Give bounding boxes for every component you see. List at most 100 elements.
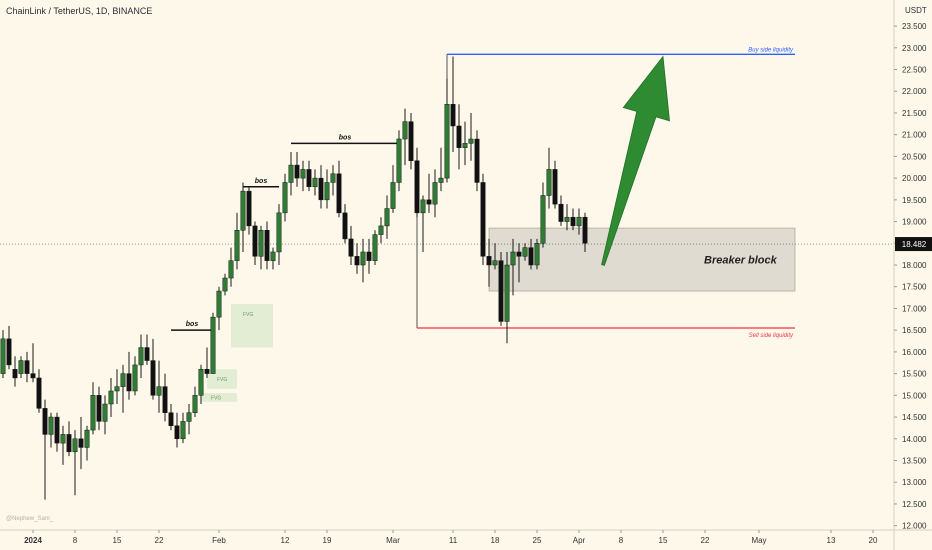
y-tick-label: 23.500: [902, 22, 927, 31]
x-tick-label: Feb: [212, 536, 226, 545]
author-watermark: @Nephew_Sam_: [6, 516, 54, 522]
breaker-block-zone: [488, 227, 796, 292]
candle-up: [462, 143, 468, 148]
candle-down: [528, 247, 534, 266]
candle-up: [288, 164, 294, 183]
candle-up: [312, 177, 318, 188]
fvg-label: FVG: [243, 312, 253, 318]
candle-down: [348, 238, 354, 257]
candle-up: [282, 182, 288, 214]
y-tick-label: 16.500: [902, 326, 927, 335]
sell-side-liquidity-label: Sell side liquidity: [749, 333, 794, 339]
candle-up: [192, 395, 198, 413]
candle-up: [276, 212, 282, 253]
candle-down: [570, 216, 576, 227]
candle-down: [450, 104, 456, 127]
y-tick-label: 23.000: [902, 44, 927, 53]
candle-down: [12, 369, 18, 379]
candle-up: [270, 251, 276, 261]
x-tick-label: 22: [701, 536, 710, 545]
candle-up: [372, 234, 378, 261]
candle-down: [354, 256, 360, 266]
candle-down: [264, 229, 270, 261]
candle-up: [222, 277, 228, 292]
x-tick-label: 15: [113, 536, 122, 545]
x-tick-label: 22: [155, 536, 164, 545]
fvg-label: FVG: [211, 396, 221, 402]
bullish-arrow: [601, 55, 670, 266]
candle-down: [516, 251, 522, 257]
candle-down: [480, 182, 486, 257]
y-tick-label: 13.500: [902, 456, 927, 465]
breaker-block-label: Breaker block: [704, 255, 778, 267]
candle-up: [120, 373, 126, 387]
candle-down: [474, 138, 480, 183]
y-tick-label: 19.500: [902, 196, 927, 205]
y-tick-label: 21.500: [902, 109, 927, 118]
candle-down: [24, 360, 30, 374]
candle-up: [228, 260, 234, 279]
fvg-label: FVG: [217, 377, 227, 383]
candle-up: [180, 421, 186, 440]
candle-up: [438, 177, 444, 183]
bos-label: bos: [255, 178, 268, 185]
candle-up: [240, 190, 246, 231]
candle-down: [414, 160, 420, 214]
candle-down: [426, 199, 432, 205]
candle-up: [540, 195, 546, 244]
candle-up: [216, 290, 222, 318]
candle-up: [84, 429, 90, 448]
candle-up: [48, 416, 54, 435]
y-tick-label: 20.000: [902, 174, 927, 183]
candle-down: [498, 260, 504, 322]
x-tick-label: 11: [449, 536, 458, 545]
y-tick-label: 16.000: [902, 348, 927, 357]
candle-up: [0, 338, 6, 374]
y-tick-label: 22.500: [902, 66, 927, 75]
bos-label: bos: [186, 321, 199, 328]
fvg-zone: [201, 393, 237, 402]
candle-down: [144, 347, 150, 361]
chart-title: ChainLink / TetherUS, 1D, BINANCE: [6, 6, 153, 16]
candle-up: [432, 182, 438, 205]
fvg-zone: [207, 369, 237, 389]
candle-down: [318, 177, 324, 201]
candle-down: [558, 203, 564, 222]
last-price-tag-bg: [895, 237, 932, 252]
candle-down: [552, 169, 558, 205]
candle-down: [174, 425, 180, 440]
y-tick-label: 19.000: [902, 218, 927, 227]
y-tick-label: 12.500: [902, 500, 927, 509]
candle-down: [582, 216, 588, 244]
candle-up: [108, 390, 114, 405]
bos-label: bos: [339, 134, 352, 141]
candle-up: [210, 316, 216, 374]
candle-down: [486, 256, 492, 266]
candle-up: [378, 225, 384, 235]
candle-up: [234, 229, 240, 261]
candle-up: [198, 369, 204, 396]
x-tick-label: 19: [323, 536, 332, 545]
candle-up: [360, 251, 366, 266]
candle-up: [258, 229, 264, 257]
candle-up: [420, 199, 426, 214]
x-tick-label: 15: [659, 536, 668, 545]
y-tick-label: 18.000: [902, 261, 927, 270]
x-tick-label: Apr: [573, 536, 586, 545]
candle-down: [342, 212, 348, 240]
candle-up: [60, 434, 66, 444]
y-tick-label: 17.500: [902, 283, 927, 292]
candle-up: [300, 169, 306, 179]
candle-down: [252, 225, 258, 257]
candle-down: [168, 412, 174, 426]
candle-down: [150, 360, 156, 396]
candle-down: [66, 434, 72, 453]
currency-label: USDT: [905, 6, 927, 15]
candle-up: [390, 182, 396, 209]
candle-down: [54, 416, 60, 444]
candle-up: [396, 138, 402, 183]
y-tick-label: 15.000: [902, 391, 927, 400]
x-tick-label: 12: [281, 536, 290, 545]
candle-up: [384, 208, 390, 227]
